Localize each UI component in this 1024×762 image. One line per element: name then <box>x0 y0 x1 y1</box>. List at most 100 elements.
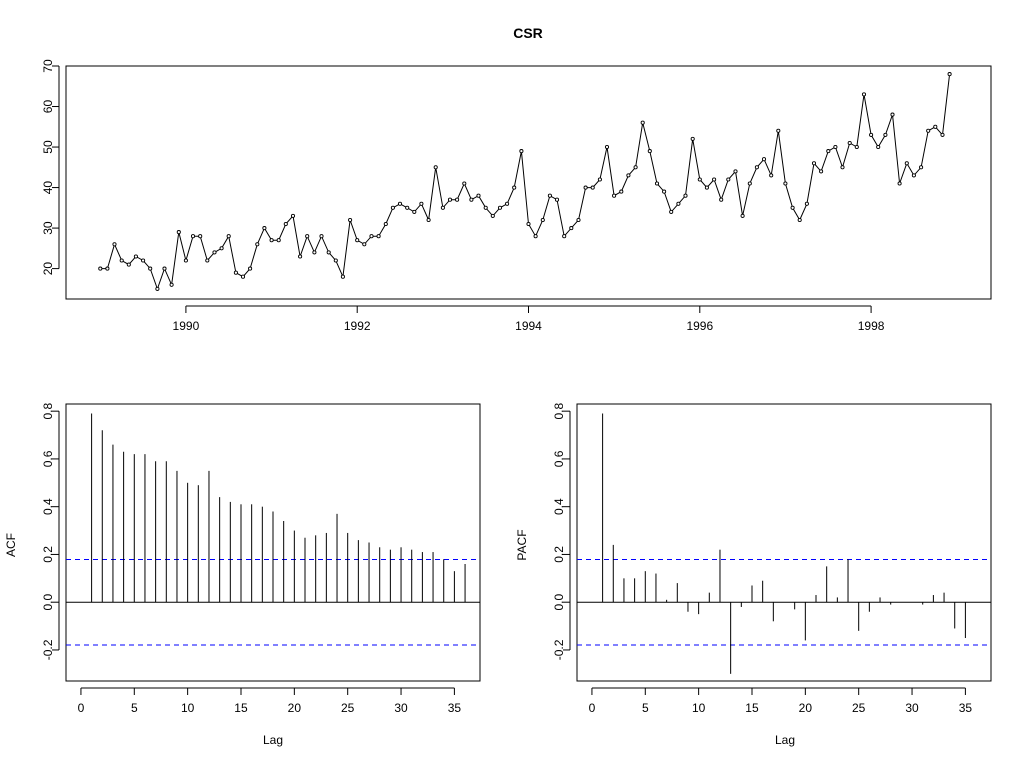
pacf-x-tick-label: 35 <box>959 701 973 715</box>
series-y-tick-label: 50 <box>41 140 55 154</box>
series-point <box>761 157 767 162</box>
series-point <box>604 144 610 150</box>
series-point <box>883 132 888 137</box>
series-point <box>226 234 231 239</box>
series-point <box>833 144 838 150</box>
series-point <box>490 213 495 218</box>
series-point <box>405 205 410 210</box>
series-point <box>647 149 652 154</box>
pacf-y-tick-label: 0.8 <box>552 402 566 419</box>
series-point <box>376 234 381 239</box>
series-point <box>519 149 524 154</box>
series-point <box>940 132 945 137</box>
pacf-x-tick-label: 10 <box>692 701 706 715</box>
acf-y-tick-label: 0.2 <box>41 546 55 563</box>
series-point <box>126 262 131 267</box>
series-x-tick-label: 1994 <box>515 319 542 333</box>
series-point <box>712 177 717 182</box>
acf-y-tick-label: 0.0 <box>41 594 55 611</box>
series-point <box>904 161 909 166</box>
series-point <box>355 238 360 243</box>
pacf-plot-frame <box>576 403 992 682</box>
series-point <box>804 201 809 206</box>
series-point <box>483 205 488 210</box>
series-point <box>947 72 952 77</box>
acf-y-tick-label: 0.6 <box>41 450 55 467</box>
series-point <box>690 136 695 141</box>
series-point <box>469 197 474 202</box>
series-point <box>840 165 845 170</box>
series-point <box>861 92 867 97</box>
series-plot-frame <box>65 65 992 300</box>
series-point <box>612 193 617 198</box>
chart-title: CSR <box>513 25 543 41</box>
series-point <box>754 165 759 170</box>
acf-y-tick-label: 0.8 <box>41 402 55 419</box>
series-y-tick-label: 40 <box>41 181 55 195</box>
pacf-y-tick-label: 0.6 <box>552 450 566 467</box>
series-point <box>162 266 167 271</box>
series-x-tick-label: 1998 <box>858 319 885 333</box>
series-point <box>397 201 403 206</box>
acf-y-axis-label: ACF <box>4 533 18 557</box>
series-point <box>583 185 588 190</box>
series-point <box>847 140 852 146</box>
series-point <box>298 254 303 259</box>
pacf-y-tick-label: 0.0 <box>552 594 566 611</box>
series-point <box>455 197 460 202</box>
series-point <box>533 234 538 239</box>
series-y-tick-label: 20 <box>41 262 55 276</box>
series-point <box>369 234 374 239</box>
series-point <box>811 161 817 166</box>
series-point <box>233 270 238 275</box>
series-point <box>890 112 895 117</box>
series-point <box>390 205 395 210</box>
series-point <box>897 181 902 186</box>
series-point <box>704 185 709 190</box>
series-point <box>540 217 545 223</box>
series-point <box>447 197 453 202</box>
series-point <box>676 201 681 206</box>
series-point <box>426 217 431 223</box>
series-point <box>141 258 146 263</box>
pacf-y-tick-label: 0.2 <box>552 546 566 563</box>
series-point <box>783 181 788 186</box>
acf-x-tick-label: 35 <box>448 701 462 715</box>
series-point <box>869 132 874 137</box>
series-point <box>654 181 660 186</box>
series-point <box>683 193 688 198</box>
acf-x-tick-label: 15 <box>234 701 248 715</box>
series-point <box>98 266 103 271</box>
series-point <box>547 193 552 198</box>
series-point <box>362 242 367 247</box>
series-point <box>876 144 881 150</box>
series-point <box>290 213 296 218</box>
series-point <box>590 185 595 190</box>
acf-panel: Lag ACF 0 5 10 15 20 25 30 35 -0.2 0.0 0.2 0.4 0.6 0.… <box>4 402 481 747</box>
series-point <box>198 234 203 239</box>
series-point <box>554 197 560 202</box>
series-point <box>626 173 631 178</box>
pacf-x-tick-label: 5 <box>642 701 649 715</box>
series-point <box>262 226 267 231</box>
series-x-tick-label: 1996 <box>686 319 713 333</box>
series-x-tick-label: 1990 <box>173 319 200 333</box>
series-point <box>633 165 638 170</box>
series-point <box>919 165 924 170</box>
series-point <box>697 177 702 182</box>
time-series-panel: 1990 1992 1994 1996 1998 20 30 40 50 60 70 <box>41 59 992 333</box>
pacf-panel: Lag PACF 0 5 10 15 20 25 30 35 -0.2 0.0 0.2 0.4 0.6 0… <box>515 402 992 747</box>
series-y-tick-label: 70 <box>41 59 55 73</box>
pacf-y-axis-label: PACF <box>515 529 529 560</box>
series-y-tick-label: 30 <box>41 221 55 235</box>
series-point <box>440 205 445 210</box>
acf-x-tick-label: 10 <box>181 701 195 715</box>
series-x-tick-label: 1992 <box>344 319 371 333</box>
series-point <box>476 193 481 198</box>
series-point <box>305 234 310 239</box>
series-point <box>462 181 467 186</box>
pacf-x-tick-label: 20 <box>799 701 813 715</box>
series-point <box>497 205 503 210</box>
pacf-x-tick-label: 30 <box>905 701 919 715</box>
series-point <box>412 209 417 214</box>
